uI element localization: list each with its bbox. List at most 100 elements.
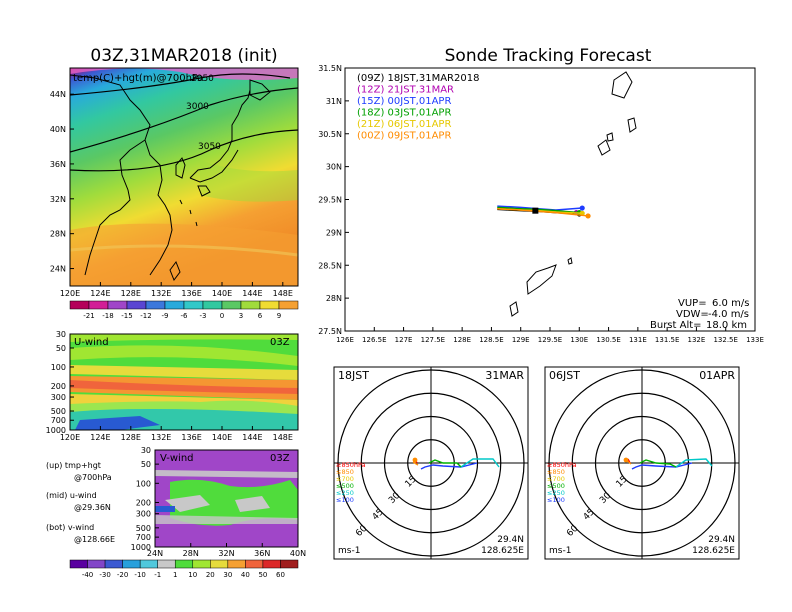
- tracking-lon-ticks: 126E 126.5E 127E 127.5E 128E 128.5E 129E 129.5E…: [336, 327, 764, 344]
- note-bot: (bot) v-wind: [46, 523, 94, 532]
- v-wind-lat-tick-label: 24N: [147, 549, 163, 558]
- map-lat-ticks: 44N 40N 36N 32N 28N 24N: [50, 90, 74, 274]
- u-wind-p-tick-label: 1000: [46, 426, 66, 435]
- polar-level-label: ≥850hPa: [547, 461, 577, 469]
- temperature-colorbar-label: -15: [121, 312, 132, 320]
- polar-date: 01APR: [699, 369, 735, 382]
- hodograph-start-point: [623, 457, 629, 463]
- wind-colorbar-label: 30: [223, 571, 232, 579]
- polar-level-label: ≤700: [547, 475, 565, 483]
- tracking-lon-tick-label: 126E: [336, 336, 354, 344]
- polar-unit: ms-1: [549, 546, 571, 556]
- wind-colorbar-label: -10: [134, 571, 145, 579]
- map-lon-tick-label: 120E: [60, 289, 80, 298]
- wind-colorbar-label: 50: [258, 571, 267, 579]
- wind-colorbar-swatch: [87, 559, 106, 569]
- v-wind-lat-tick-label: 36N: [254, 549, 270, 558]
- wind-colorbar-swatch: [157, 559, 176, 569]
- tracking-lat-tick-label: 30N: [326, 163, 342, 172]
- tracking-lon-tick-label: 133E: [746, 336, 764, 344]
- map-lat-tick-label: 24N: [50, 265, 66, 274]
- u-wind-section: [70, 334, 298, 430]
- wind-colorbar: -40 -30 -20 -10 -1 1 10 20 30 40 50 60: [69, 559, 299, 579]
- polar-date: 31MAR: [485, 369, 524, 382]
- wind-colorbar-label: -1: [154, 571, 161, 579]
- temperature-colorbar-swatch: [259, 300, 280, 310]
- tracking-lon-tick-label: 132.5E: [713, 336, 737, 344]
- temperature-colorbar-swatch: [183, 300, 204, 310]
- tracking-lon-tick-label: 128.5E: [479, 336, 503, 344]
- wind-colorbar-swatch: [210, 559, 229, 569]
- tracking-map: [345, 68, 755, 331]
- tracking-lon-tick-label: 132E: [688, 336, 706, 344]
- note-mid: (mid) u-wind: [46, 491, 97, 500]
- temperature-colorbar-swatch: [126, 300, 147, 310]
- tracking-lat-tick-label: 29.5N: [318, 196, 342, 205]
- v-wind-lat-tick-label: 32N: [218, 549, 234, 558]
- polar-level-label: ≤500: [547, 482, 565, 490]
- contour-label-1: 2950: [191, 74, 214, 84]
- left-title: 03Z,31MAR2018 (init): [90, 46, 277, 66]
- u-wind-label: U-wind: [74, 337, 109, 348]
- contour-label-2: 3000: [186, 102, 209, 112]
- wind-colorbar-label: -40: [82, 571, 93, 579]
- tracking-lon-tick-label: 129E: [512, 336, 530, 344]
- v-wind-p-tick-label: 200: [136, 498, 151, 507]
- wind-colorbar-swatch: [122, 559, 141, 569]
- u-wind-p-tick-label: 300: [51, 393, 66, 402]
- tracking-lon-tick-label: 129.5E: [538, 336, 562, 344]
- tracking-lon-tick-label: 128E: [453, 336, 471, 344]
- polar-lat: 29.4N: [708, 535, 735, 545]
- temperature-colorbar-label: 6: [258, 312, 263, 320]
- polar-level-label: ≤500: [336, 482, 354, 490]
- hodograph-trace: [412, 461, 419, 466]
- map-lon-tick-label: 140E: [212, 289, 232, 298]
- v-wind-section: [155, 450, 298, 547]
- polar-level-label: ≤850: [547, 468, 565, 476]
- legend-entry: (21Z) 06JST,01APR: [357, 119, 451, 130]
- v-wind-p-tick-label: 500: [136, 524, 151, 533]
- u-wind-p-tick-label: 200: [51, 382, 66, 391]
- polar-time-bg: [546, 368, 586, 381]
- wind-colorbar-swatch: [69, 559, 88, 569]
- map-lon-tick-label: 148E: [273, 289, 293, 298]
- tracking-lon-tick-label: 131E: [629, 336, 647, 344]
- v-wind-time: 03Z: [270, 453, 290, 464]
- temperature-colorbar-swatch: [164, 300, 185, 310]
- u-wind-lon-tick-label: 132E: [151, 433, 171, 442]
- legend-entry: (15Z) 00JST,01APR: [357, 96, 451, 107]
- hodograph-trace: [460, 458, 500, 468]
- contour-label-3: 3050: [198, 142, 221, 152]
- polar-lat: 29.4N: [497, 535, 524, 545]
- map-label: temp(C)+hgt(m)@700hPa: [73, 73, 204, 84]
- wind-colorbar-label: -30: [99, 571, 110, 579]
- temperature-colorbar-swatch: [278, 300, 299, 310]
- map-lat-tick-label: 44N: [50, 90, 66, 99]
- temperature-colorbar-swatch: [107, 300, 128, 310]
- polar-time-bg: [335, 368, 375, 381]
- note-bot-sub: @128.66E: [74, 535, 115, 544]
- hodograph-trace: [639, 459, 677, 468]
- polar-unit: ms-1: [338, 546, 360, 556]
- temperature-colorbar-label: -6: [181, 312, 189, 320]
- legend-entry: (00Z) 09JST,01APR: [357, 131, 451, 142]
- map-lat-tick-label: 28N: [50, 230, 66, 239]
- polar-level-label: ≤100: [547, 496, 565, 504]
- wind-colorbar-label: 40: [241, 571, 250, 579]
- legend-entry: (12Z) 21JST,31MAR: [357, 85, 454, 96]
- temperature-colorbar-label: -3: [200, 312, 207, 320]
- polar-lon: 128.625E: [481, 546, 524, 556]
- tracking-lon-tick-label: 131.5E: [655, 336, 679, 344]
- polar-level-label: ≥850hPa: [336, 461, 366, 469]
- hodograph-trace: [428, 459, 462, 468]
- temperature-colorbar-swatch: [145, 300, 166, 310]
- tracking-lat-tick-label: 30.5N: [318, 130, 342, 139]
- temperature-colorbar-label: -9: [162, 312, 169, 320]
- wind-colorbar-swatch: [245, 559, 264, 569]
- v-wind-p-tick-label: 700: [136, 533, 151, 542]
- map-lat-tick-label: 36N: [50, 160, 66, 169]
- note-mid-sub: @29.36N: [74, 503, 111, 512]
- temperature-colorbar-swatch: [69, 300, 90, 310]
- map-lat-tick-label: 32N: [50, 195, 66, 204]
